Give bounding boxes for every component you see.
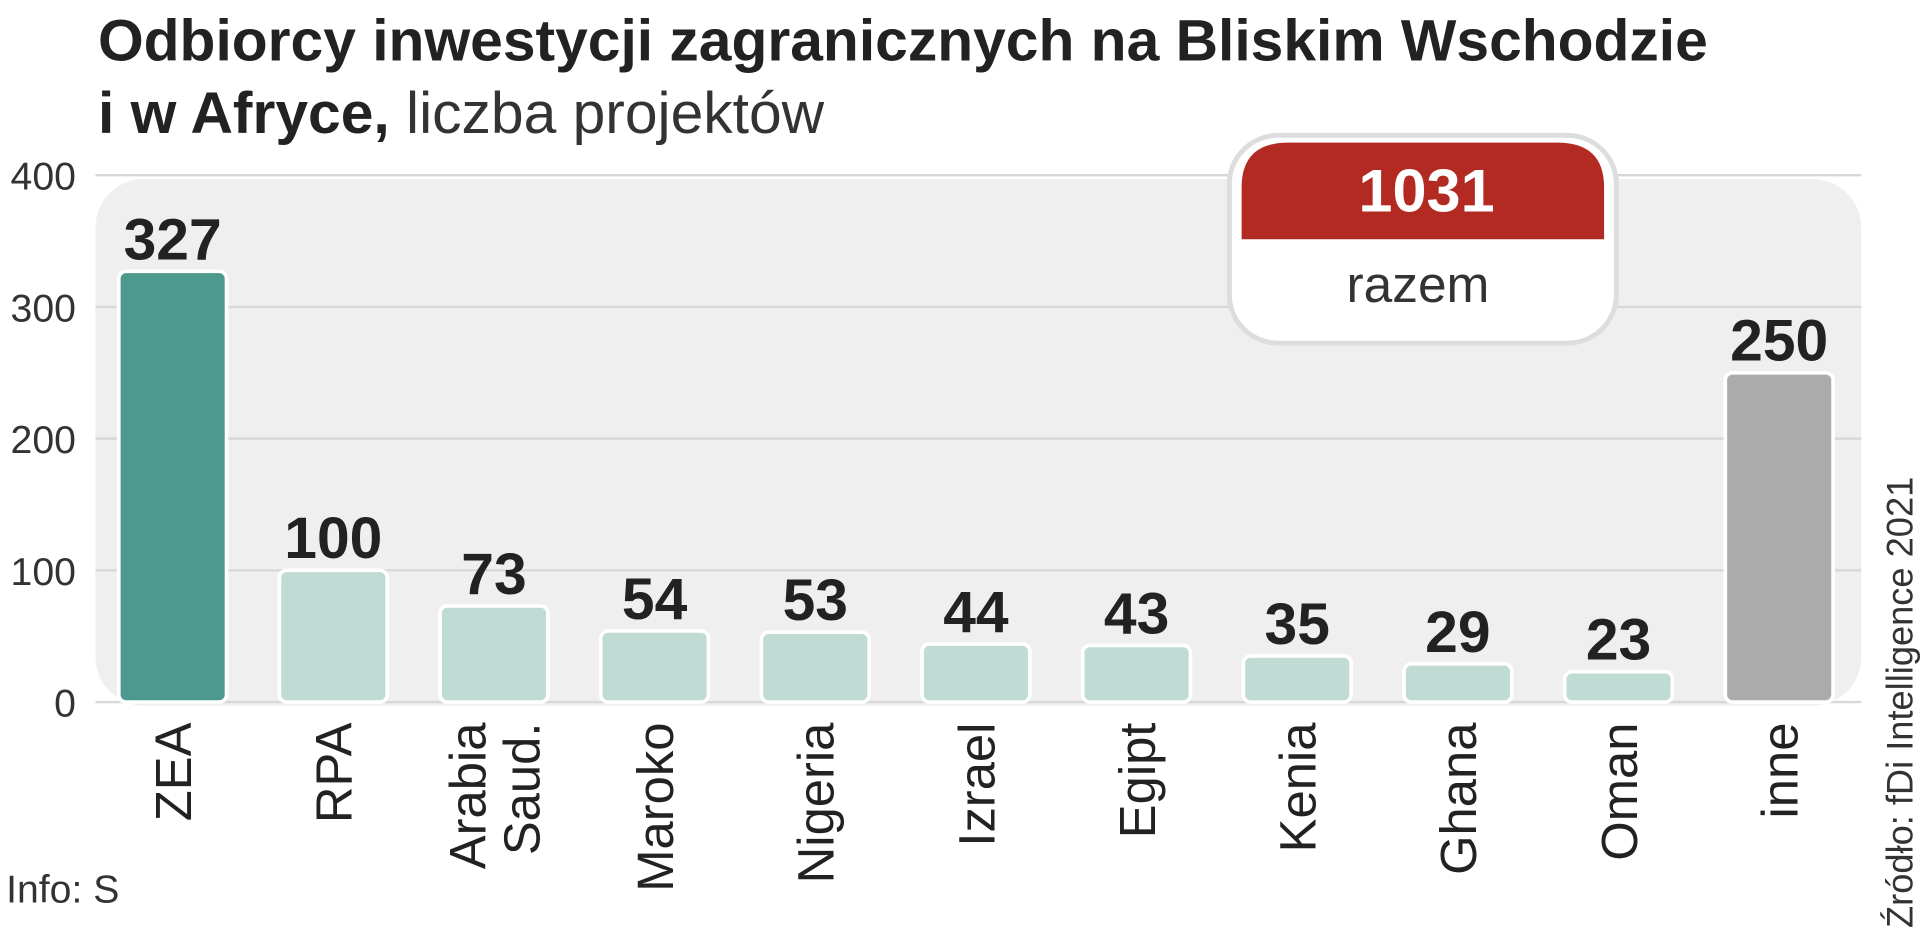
bar bbox=[1402, 662, 1514, 704]
chart-title: i w Afryce, bbox=[98, 81, 390, 146]
value-label: 44 bbox=[943, 580, 1009, 645]
value-label: 54 bbox=[622, 567, 688, 632]
y-tick-label: 0 bbox=[54, 683, 76, 726]
x-tick-label: Ghana bbox=[1430, 722, 1487, 875]
bar bbox=[920, 642, 1032, 704]
value-label: 29 bbox=[1425, 600, 1490, 665]
annotation: 1031 razem bbox=[1226, 132, 1619, 346]
bar bbox=[1723, 370, 1835, 704]
value-label: 43 bbox=[1104, 582, 1169, 647]
y-tick-label: 100 bbox=[11, 551, 76, 594]
x-tick-label: Saud. bbox=[493, 723, 550, 856]
value-label: 53 bbox=[783, 568, 848, 633]
value-label: 73 bbox=[461, 542, 526, 607]
x-tick-label: Kenia bbox=[1269, 722, 1326, 852]
annotation-header bbox=[1241, 142, 1605, 240]
value-label: 250 bbox=[1730, 309, 1828, 374]
x-tick-label: ZEA bbox=[145, 723, 202, 822]
x-tick-label: Izrael bbox=[948, 723, 1005, 847]
x-tick-label: Arabia bbox=[439, 722, 496, 869]
annotation-value: 1031 bbox=[1358, 157, 1494, 225]
value-label: 23 bbox=[1586, 608, 1651, 673]
chart-subtitle: liczba projektów bbox=[406, 81, 825, 146]
bar bbox=[759, 630, 871, 704]
x-tick-label: Oman bbox=[1591, 723, 1648, 861]
annotation-label: razem bbox=[1347, 256, 1490, 313]
y-tick-label: 200 bbox=[11, 419, 76, 462]
y-tick-label: 300 bbox=[11, 288, 76, 331]
x-tick-label: Nigeria bbox=[787, 722, 844, 883]
source: Źródło: fDi Intelligence 2021 bbox=[1879, 477, 1920, 928]
credit: Info: S bbox=[6, 869, 119, 912]
x-tick-label: Maroko bbox=[627, 723, 684, 892]
value-label: 35 bbox=[1265, 592, 1330, 657]
bar bbox=[438, 604, 550, 704]
bar bbox=[1562, 669, 1675, 704]
value-label: 327 bbox=[124, 208, 222, 273]
value-label: 100 bbox=[284, 507, 382, 572]
bar bbox=[598, 629, 711, 704]
x-tick-label: inne bbox=[1751, 723, 1808, 819]
bar bbox=[1080, 643, 1193, 704]
chart-title-line: i w Afryce, liczba projektów bbox=[98, 81, 825, 146]
y-tick-label: 400 bbox=[11, 156, 76, 199]
x-tick-label: RPA bbox=[305, 723, 362, 824]
x-tick-label: Egipt bbox=[1109, 723, 1166, 839]
bar bbox=[277, 568, 390, 704]
bar bbox=[116, 269, 229, 704]
bar bbox=[1241, 654, 1353, 704]
chart-title: Odbiorcy inwestycji zagranicznych na Bli… bbox=[98, 9, 1708, 74]
